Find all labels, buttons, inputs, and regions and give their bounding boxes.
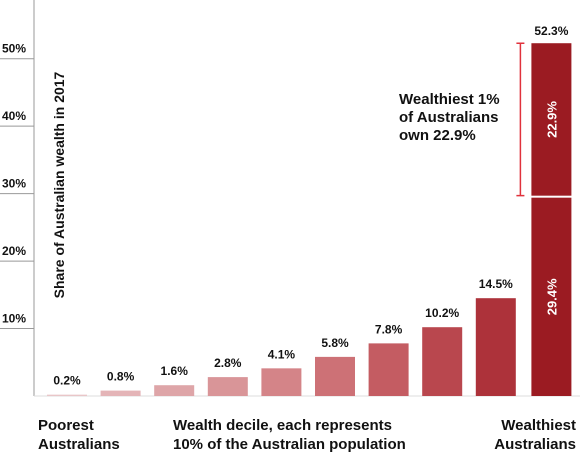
bar [100,390,141,396]
bar [422,327,463,396]
bracket [516,42,525,197]
bar [368,343,409,396]
bar [261,368,302,396]
caption: 10% of the Australian population [173,436,406,453]
annotation: Wealthiest 1% [399,91,500,108]
bar-value-label: 2.8% [214,356,242,370]
y-tick-label: 30% [2,177,26,191]
annotation: own 22.9% [399,127,476,144]
bar [531,197,572,396]
bar-value-label: 4.1% [268,347,296,361]
bar [531,43,572,196]
bar [154,385,195,396]
bar [315,356,355,396]
caption: Australians [38,436,120,453]
bar [47,394,87,396]
bar-value-label: 7.8% [375,322,403,336]
bar-value-label: 5.8% [321,336,349,350]
y-tick-label: 20% [2,244,26,258]
bar-value-label: 22.9% [544,101,559,138]
y-tick-label: 50% [2,42,26,56]
bar-value-label: 29.4% [544,278,559,315]
bar-value-label: 0.8% [107,370,135,384]
caption: Wealth decile, each represents [173,417,392,434]
caption: Wealthiest [501,417,576,434]
y-axis-label: Share of Australian wealth in 2017 [51,71,67,298]
bar-value-label: 0.2% [53,374,81,388]
bar [207,377,248,396]
total-label: 52.3% [534,24,568,38]
bar [475,298,516,396]
caption: Australians [494,436,576,453]
caption: Poorest [38,417,94,434]
y-tick-label: 10% [2,312,26,326]
bar-value-label: 10.2% [425,306,459,320]
annotation: of Australians [399,109,498,126]
bar-value-label: 14.5% [479,277,513,291]
bar-value-label: 1.6% [161,364,189,378]
y-tick-label: 40% [2,109,26,123]
